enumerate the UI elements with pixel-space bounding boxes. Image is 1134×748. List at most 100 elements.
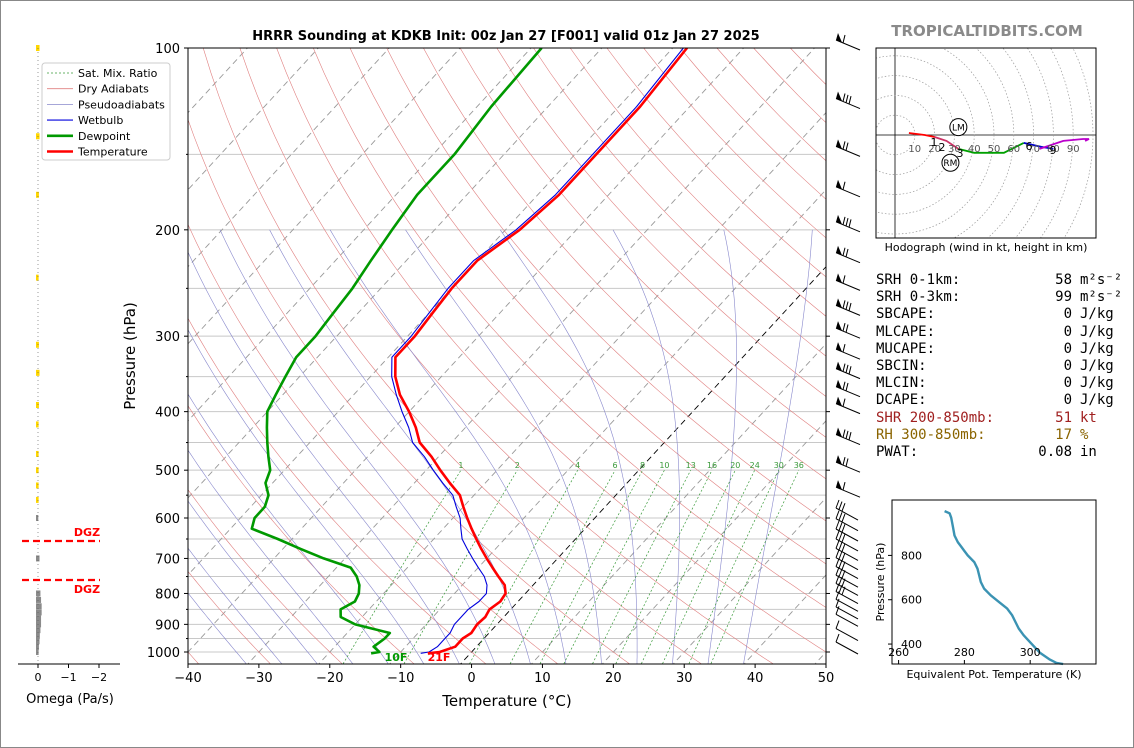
barb-feather (841, 503, 846, 512)
barb-feather (835, 520, 840, 530)
wind-barb (835, 558, 859, 579)
stat-unit: m²s⁻² (1080, 272, 1123, 288)
x-tick-label: 10 (534, 671, 551, 686)
dry-adiabat-line (496, 48, 826, 397)
wind-barb (835, 549, 859, 571)
barb-shaft (835, 145, 861, 157)
omega-bar (36, 649, 39, 655)
x-tick-label: −30 (245, 671, 272, 686)
stat-unit: J/kg (1080, 392, 1114, 409)
mixing-ratio-line (688, 470, 780, 664)
hodograph-ring (987, 48, 1034, 238)
hodograph-segment (908, 132, 935, 138)
barb-feather (838, 512, 843, 521)
barb-feather (845, 94, 849, 103)
stat-unit: m²s⁻² (1080, 289, 1123, 306)
stat-value: 0 (1063, 392, 1072, 409)
barb-feather (842, 363, 846, 372)
barb-feather (842, 482, 846, 491)
stat-value: 0 (1063, 306, 1072, 323)
omega-bar (36, 482, 39, 489)
legend-entry: Dry Adiabats (78, 83, 149, 96)
stat-label: SHR 200-850mb: (876, 409, 995, 426)
barb-shaft (835, 557, 859, 571)
dry-adiabat-line (276, 48, 826, 653)
barb-pennant (836, 321, 842, 331)
hodograph-segment (1023, 142, 1054, 150)
barb-feather (835, 558, 840, 567)
barb-feather (842, 216, 846, 225)
hodograph-caption: Hodograph (wind in kt, height in km) (885, 241, 1088, 254)
omega-bar (36, 596, 42, 603)
wind-barb (835, 245, 861, 264)
barb-feather (842, 344, 846, 353)
mixing-ratio-label: 36 (794, 461, 804, 470)
barb-pennant (836, 179, 842, 190)
omega-tick-label: 0 (35, 671, 42, 684)
stats-row: MLCAPE: 0 J/kg (876, 324, 1122, 341)
isotherm-line (188, 48, 603, 499)
wind-barb (835, 179, 861, 198)
barb-feather (848, 366, 852, 375)
theta-e-line (944, 510, 1064, 666)
hodograph-ring-label: 40 (968, 144, 981, 155)
barb-shaft (835, 434, 861, 446)
hodograph-labels: 10 20 30 40 50 60 70 80 90 1 2 3 6 9 LM RM (908, 118, 1080, 172)
y-tick-label: 1000 (147, 646, 180, 661)
isotherm-line (318, 111, 826, 664)
barb-feather (841, 552, 846, 562)
stats-row: RH 300-850mb: 17% (876, 427, 1122, 444)
skewt-background-lines (188, 48, 826, 664)
omega-bar (36, 603, 42, 610)
stats-table: SRH 0-1km: 58 m²s⁻² SRH 0-3km: 99 m²s⁻² SBCA… (876, 272, 1122, 461)
hodograph-ring-label: 20 (928, 144, 941, 155)
stat-unit: J/kg (1080, 375, 1114, 392)
mixing-ratio-label: 24 (750, 461, 760, 470)
stat-value: 51 (1055, 409, 1072, 426)
y-tick-label: 600 (155, 512, 180, 527)
theta-e-frame (891, 499, 1097, 665)
wind-barb (835, 606, 859, 627)
barb-feather (842, 300, 846, 309)
barb-shaft (835, 566, 859, 579)
x-tick-label: −40 (174, 671, 201, 686)
barb-shaft (835, 598, 859, 612)
wind-barb (835, 620, 859, 641)
barb-feather (845, 324, 849, 333)
barb-feather (842, 275, 846, 284)
omega-bar (36, 621, 42, 628)
stat-unit: J/kg (1080, 323, 1114, 340)
hodograph-ring (876, 114, 916, 156)
wind-barbs (835, 33, 861, 655)
wind-barb (835, 427, 861, 446)
barb-pennant (836, 214, 842, 225)
stat-unit: J/kg (1080, 306, 1114, 323)
barb-feather (848, 432, 852, 441)
legend-entry: Dewpoint (78, 130, 131, 143)
dgz-label: DGZ (74, 583, 100, 596)
mixing-ratio-label: 20 (730, 461, 740, 470)
omega-bar (36, 274, 39, 281)
hodograph-ring (1014, 48, 1054, 238)
stats-row: SBCIN: 0 J/kg (876, 358, 1122, 375)
moist-adiabat-line (219, 229, 496, 664)
omega-bar (36, 609, 42, 616)
theta-e-y-tick-label: 800 (901, 549, 922, 562)
stats-row: PWAT: 0.08 in (876, 444, 1122, 461)
barb-feather (838, 551, 843, 560)
barb-feather (845, 382, 849, 392)
barb-feather (842, 457, 846, 466)
barb-feather (845, 142, 849, 151)
stat-unit: J/kg (1080, 340, 1114, 357)
wind-barb (835, 139, 861, 157)
barb-feather (835, 620, 840, 629)
omega-bar (36, 590, 41, 597)
barb-feather (848, 219, 852, 228)
stat-value: 0 (1063, 358, 1072, 375)
barb-feather (841, 561, 846, 570)
legend-entry: Sat. Mix. Ratio (78, 67, 158, 80)
mixing-ratio-line (615, 470, 713, 664)
hodograph-ring (876, 48, 995, 235)
moist-adiabat-line (188, 329, 425, 664)
isotherm-line (188, 48, 319, 191)
